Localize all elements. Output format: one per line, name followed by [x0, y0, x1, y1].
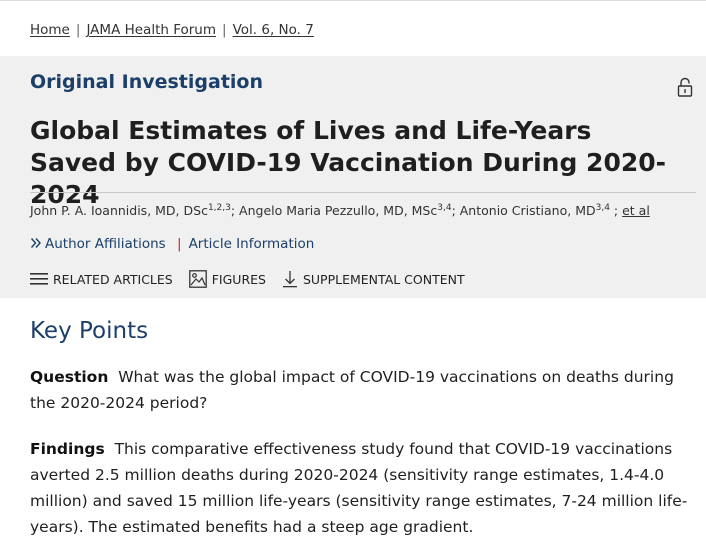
author-name[interactable]: Antonio Cristiano, MD — [459, 203, 596, 218]
supplemental-content-label: SUPPLEMENTAL CONTENT — [302, 271, 465, 287]
breadcrumb: Home | JAMA Health Forum | Vol. 6, No. 7 — [30, 22, 314, 38]
article-title: Global Estimates of Lives and Life-Years… — [30, 116, 667, 209]
breadcrumb-home-link[interactable]: Home — [30, 22, 70, 38]
related-articles-button[interactable]: RELATED ARTICLES — [30, 272, 173, 287]
affiliation-superscript: 3,4 — [595, 203, 610, 213]
key-points-findings: Findings This comparative effectiveness … — [30, 436, 690, 540]
figures-button[interactable]: FIGURES — [188, 270, 266, 288]
et-al-link[interactable]: et al — [622, 203, 650, 218]
affiliation-superscript: 3,4 — [437, 203, 452, 213]
list-lines-icon — [30, 273, 48, 285]
supplemental-content-button[interactable]: SUPPLEMENTAL CONTENT — [282, 270, 465, 288]
breadcrumb-issue-link[interactable]: Vol. 6, No. 7 — [232, 22, 314, 38]
breadcrumb-separator: | — [75, 22, 81, 38]
question-label: Question — [30, 368, 109, 386]
author-separator: ; — [609, 203, 623, 218]
chevron-right-double-icon — [30, 238, 41, 248]
open-lock-icon[interactable] — [677, 77, 693, 97]
key-points-heading: Key Points — [30, 318, 149, 344]
author-list: John P. A. Ioannidis, MD, DSc1,2,3; Ange… — [30, 203, 650, 218]
key-points-question: Question What was the global impact of C… — [30, 364, 690, 416]
article-type-label: Original Investigation — [30, 71, 263, 93]
findings-label: Findings — [30, 440, 105, 458]
article-info-links: Author Affiliations | Article Information — [30, 236, 314, 252]
question-text: What was the global impact of COVID-19 v… — [30, 368, 674, 412]
breadcrumb-journal-link[interactable]: JAMA Health Forum — [86, 22, 217, 38]
author-name[interactable]: John P. A. Ioannidis, MD, DSc — [30, 203, 208, 218]
breadcrumb-separator: | — [222, 22, 227, 38]
article-header-panel — [0, 56, 706, 298]
download-arrow-icon — [282, 271, 297, 288]
top-border — [0, 0, 706, 1]
author-name[interactable]: Angelo Maria Pezzullo, MD, MSc — [239, 203, 438, 218]
link-separator: | — [177, 236, 182, 252]
figures-label: FIGURES — [211, 271, 266, 287]
article-information-link[interactable]: Article Information — [188, 236, 315, 252]
affiliation-superscript: 1,2,3 — [207, 203, 231, 213]
findings-text: This comparative effectiveness study fou… — [30, 440, 688, 536]
author-affiliations-toggle[interactable]: Author Affiliations — [30, 236, 170, 252]
header-divider — [30, 192, 696, 193]
image-icon — [188, 270, 207, 288]
article-toolbar: RELATED ARTICLES FIGURES SUPPLEMENTAL CO… — [30, 270, 481, 288]
author-affiliations-label: Author Affiliations — [45, 236, 166, 252]
related-articles-label: RELATED ARTICLES — [53, 271, 173, 287]
author-separator: ; — [451, 203, 460, 218]
author-separator: ; — [230, 203, 240, 218]
